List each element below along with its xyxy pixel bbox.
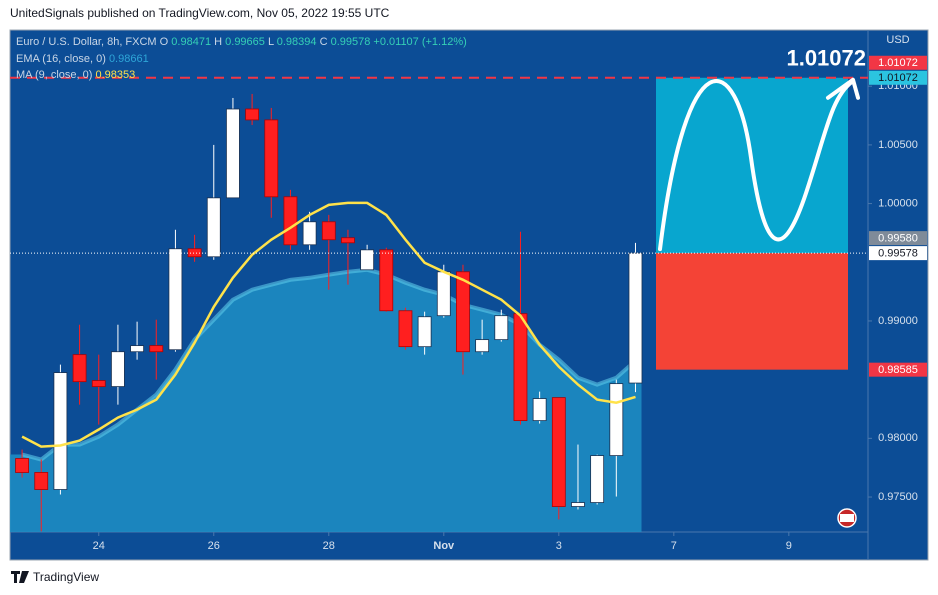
- projection-arrow: [826, 77, 860, 100]
- projection-curve: [658, 79, 854, 252]
- legend-ohlc-value: 0.99665: [225, 36, 265, 48]
- candle-body: [245, 108, 260, 121]
- candle-body: [283, 196, 298, 246]
- legend-ohlc-key: L: [268, 36, 274, 48]
- legend-change: +0.01107 (+1.12%): [373, 36, 466, 48]
- flag-icon-stripe: [840, 514, 854, 522]
- candle-body: [551, 397, 566, 507]
- currency: USD: [886, 34, 909, 46]
- legend-ohlc-key: O: [160, 36, 169, 48]
- indicator-value: 0.98353: [95, 69, 135, 81]
- y-tick-label: 1.00500: [878, 139, 918, 151]
- candle-body: [72, 354, 87, 383]
- price-label: 1.01072: [878, 57, 918, 69]
- price-label-bg: [869, 231, 927, 246]
- price-label-bg: [869, 55, 927, 70]
- price-label-bg: [869, 362, 927, 377]
- y-tick-label: 0.99000: [878, 315, 918, 327]
- candle-body: [206, 197, 221, 258]
- x-tick-label: Nov: [433, 540, 455, 552]
- y-tick-label: 0.97500: [878, 491, 918, 503]
- candle-body: [360, 249, 375, 271]
- price-label: 0.99580: [878, 233, 918, 245]
- candle-body: [494, 315, 509, 341]
- price-label: 0.98585: [878, 364, 918, 376]
- price-label-bg: [869, 70, 927, 85]
- candle-body: [91, 380, 106, 387]
- candle-body: [571, 502, 585, 507]
- candle-body: [187, 248, 202, 258]
- ema-area: [10, 269, 642, 532]
- legend-ohlc-value: 0.98471: [171, 36, 211, 48]
- x-tick-label: 9: [786, 540, 792, 552]
- legend-symbol: Euro / U.S. Dollar, 8h, FXCM: [16, 36, 157, 48]
- ma-line: [21, 201, 636, 448]
- candle-body: [226, 108, 240, 199]
- candle-body: [513, 313, 528, 422]
- x-tick-label: 26: [208, 540, 220, 552]
- candle-body: [34, 472, 49, 490]
- candle-body: [475, 339, 490, 353]
- x-tick-label: 3: [556, 540, 562, 552]
- x-tick-label: 24: [93, 540, 105, 552]
- indicator-value: 0.98661: [109, 53, 149, 65]
- stop-zone: [656, 253, 848, 370]
- candle-body: [628, 252, 643, 384]
- y-tick-label: 1.00000: [878, 197, 918, 209]
- price-label-bg: [869, 246, 927, 261]
- indicator-name: EMA (16, close, 0): [16, 53, 106, 65]
- price-label: 0.99578: [878, 248, 918, 260]
- legend-indicator: MA (9, close, 0) 0.98353: [16, 69, 135, 81]
- candle-body: [53, 372, 68, 490]
- candle-body: [111, 351, 125, 387]
- legend-ohlc: Euro / U.S. Dollar, 8h, FXCM O 0.98471 H…: [16, 36, 467, 48]
- x-tick-label: 7: [671, 540, 677, 552]
- candle-body: [168, 248, 183, 351]
- indicator-name: MA (9, close, 0): [16, 69, 92, 81]
- candle-body: [149, 345, 164, 353]
- price-label: 1.01072: [878, 72, 918, 84]
- candle-body: [264, 119, 279, 198]
- candle-body: [130, 345, 144, 353]
- candle-body: [398, 310, 413, 348]
- legend-ohlc-key: H: [214, 36, 222, 48]
- candle-body: [302, 221, 317, 246]
- x-tick-label: 28: [323, 540, 335, 552]
- candle-body: [417, 316, 432, 348]
- y-tick-label: 0.98000: [878, 432, 918, 444]
- candle-body: [532, 398, 547, 422]
- candle-body: [321, 221, 336, 241]
- candle-body: [456, 271, 470, 353]
- plot: [10, 93, 643, 532]
- candle-body: [436, 271, 451, 317]
- target-big-label: 1.01072: [786, 46, 866, 71]
- candle-body: [590, 455, 605, 503]
- overlay: 1.01072: [10, 46, 868, 448]
- legend-ohlc-key: C: [320, 36, 328, 48]
- footer-brand: TradingView: [33, 570, 99, 584]
- candle-body: [15, 458, 29, 473]
- candle-body: [609, 383, 624, 456]
- legend-ohlc-value: 0.99578: [331, 36, 371, 48]
- legend-ohlc-value: 0.98394: [277, 36, 317, 48]
- footer-logo: [11, 571, 29, 583]
- candle-body: [341, 237, 355, 244]
- candle-body: [379, 249, 394, 312]
- publish-title: UnitedSignals published on TradingView.c…: [10, 6, 390, 20]
- legend-indicator: EMA (16, close, 0) 0.98661: [16, 53, 149, 65]
